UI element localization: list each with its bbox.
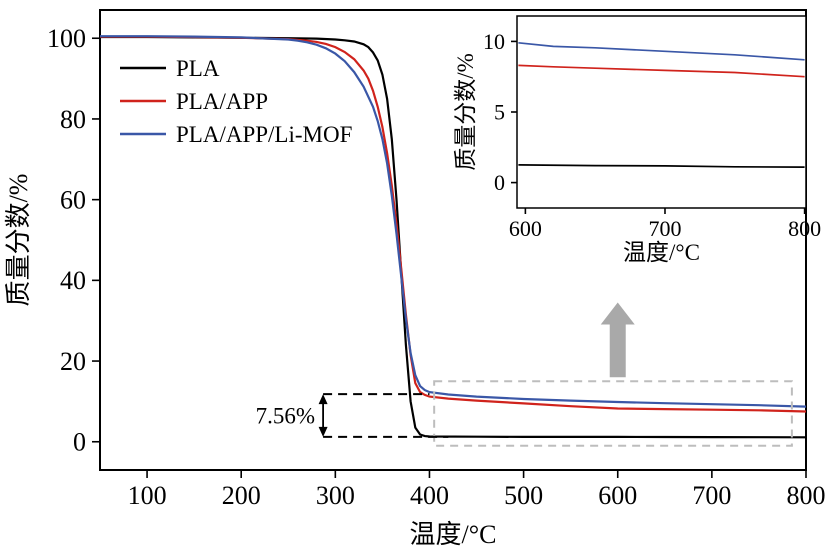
zoom-region-box bbox=[433, 380, 793, 447]
inset-series-PLA bbox=[518, 164, 805, 168]
main-series-PLA/APP bbox=[100, 35, 806, 413]
x-tick-label: 300 bbox=[316, 481, 355, 510]
inset-x-axis-label: 温度/°C bbox=[623, 240, 700, 265]
diff-arrow-head-down bbox=[318, 426, 328, 437]
x-tick-label: 200 bbox=[222, 481, 261, 510]
inset-y-axis-label: 质量分数/% bbox=[453, 53, 478, 171]
x-tick-label: 800 bbox=[787, 481, 826, 510]
main-series-PLA bbox=[100, 35, 806, 439]
x-tick-label: 700 bbox=[648, 216, 681, 241]
diff-value-label: 7.56% bbox=[256, 404, 315, 429]
y-tick-label: 5 bbox=[494, 99, 505, 124]
x-tick-label: 100 bbox=[128, 481, 167, 510]
legend: PLA PLA/APP PLA/APP/Li-MOF bbox=[120, 56, 352, 147]
y-tick-label: 0 bbox=[73, 428, 86, 457]
x-tick-label: 800 bbox=[788, 216, 821, 241]
y-tick-label: 20 bbox=[60, 347, 86, 376]
main-y-axis-label: 质量分数/% bbox=[4, 174, 33, 307]
main-series-PLA/APP/Li-MOF bbox=[100, 35, 806, 408]
y-tick-label: 80 bbox=[60, 105, 86, 134]
x-tick-label: 500 bbox=[504, 481, 543, 510]
x-tick-label: 700 bbox=[692, 481, 731, 510]
x-tick-label: 600 bbox=[598, 481, 637, 510]
y-tick-label: 0 bbox=[494, 170, 505, 195]
x-tick-label: 400 bbox=[410, 481, 449, 510]
legend-label: PLA bbox=[176, 56, 220, 81]
legend-label: PLA/APP bbox=[176, 89, 268, 114]
y-tick-label: 40 bbox=[60, 266, 86, 295]
diff-arrow-head-up bbox=[318, 394, 328, 405]
inset-frame bbox=[516, 15, 807, 209]
inset-series-PLA/APP bbox=[518, 64, 805, 78]
y-tick-label: 60 bbox=[60, 185, 86, 214]
inset-series-PLA/APP/Li-MOF bbox=[518, 41, 805, 61]
y-tick-label: 100 bbox=[47, 24, 86, 53]
x-tick-label: 600 bbox=[509, 216, 542, 241]
main-x-axis-label: 温度/°C bbox=[410, 520, 497, 549]
annotations: 7.56% bbox=[256, 302, 793, 447]
inset-plot: 600 700 800 0 5 10 温度/°C 质量分数/% bbox=[453, 15, 821, 265]
legend-label: PLA/APP/Li-MOF bbox=[176, 122, 352, 147]
y-tick-label: 10 bbox=[483, 29, 505, 54]
zoom-arrow-icon bbox=[600, 302, 635, 378]
